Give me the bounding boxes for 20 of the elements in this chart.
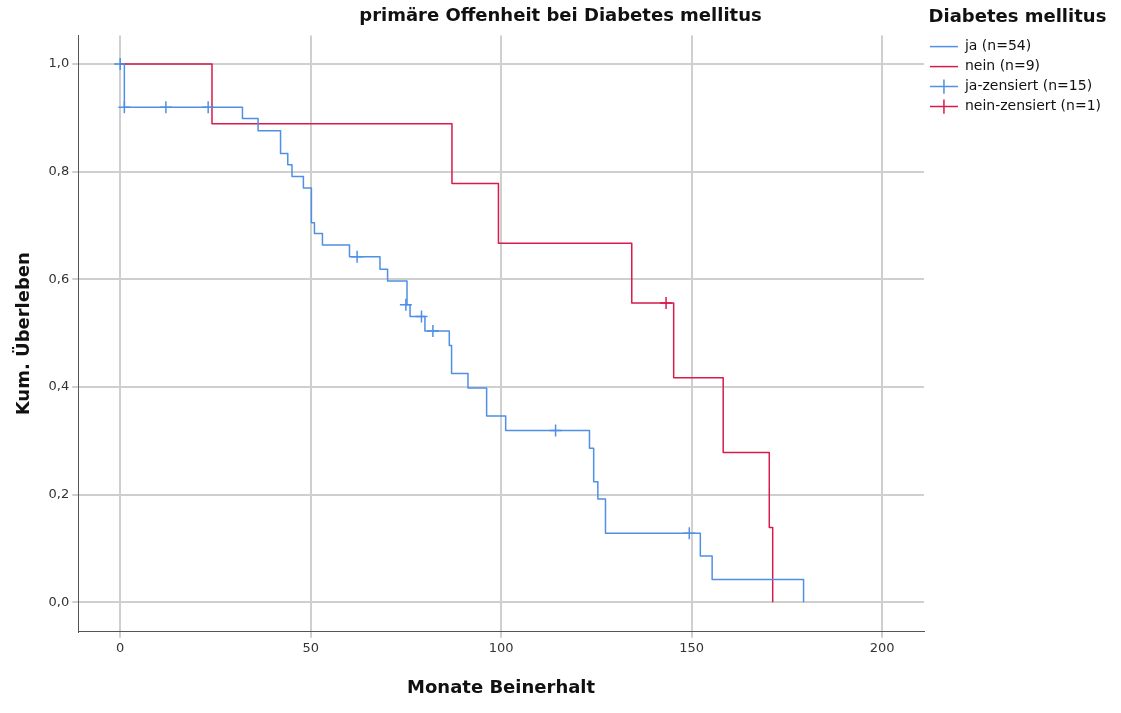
legend-label: ja-zensiert (n=15) bbox=[963, 77, 1093, 94]
x-axis-title: Monate Beinerhalt bbox=[407, 675, 596, 697]
y-tick-label: 0,0 bbox=[48, 593, 70, 609]
legend-label: nein-zensiert (n=1) bbox=[964, 97, 1101, 114]
legend-label: nein (n=9) bbox=[964, 57, 1041, 74]
point bbox=[399, 297, 413, 312]
y-tick-label: 0,8 bbox=[48, 163, 70, 179]
legend-label: ja (n=54) bbox=[963, 37, 1032, 54]
y-tick-label: 0,4 bbox=[48, 378, 70, 394]
x-tick-label: 100 bbox=[488, 639, 514, 655]
y-tick-label: 0,6 bbox=[48, 270, 70, 286]
y-tick-label: 1,0 bbox=[48, 55, 70, 71]
y-tick-label: 0,2 bbox=[48, 485, 70, 501]
chart-title: primäre Offenheit bei Diabetes mellitus bbox=[359, 4, 762, 26]
legend-title: Diabetes mellitus bbox=[928, 4, 1107, 26]
x-tick-label: 150 bbox=[679, 639, 704, 655]
x-tick-label: 50 bbox=[302, 639, 319, 655]
y-axis-title: Kum. Überleben bbox=[12, 252, 34, 416]
x-tick-label: 0 bbox=[116, 639, 125, 655]
x-tick-label: 200 bbox=[869, 639, 895, 655]
